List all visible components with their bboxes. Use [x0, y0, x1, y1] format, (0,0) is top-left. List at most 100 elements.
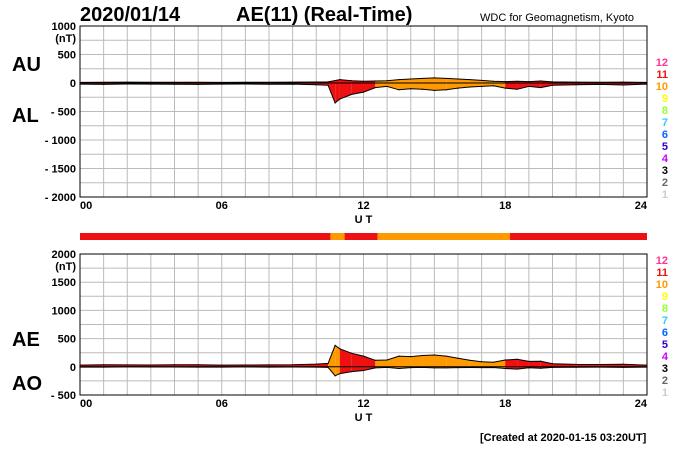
station-level-5: 5 [662, 339, 668, 351]
y-tick-label: 1000 [52, 305, 76, 317]
data-point [540, 360, 542, 362]
data-point [315, 84, 317, 86]
x-tick-label: 18 [499, 398, 511, 410]
data-point [374, 80, 376, 82]
x-tick-label: 00 [80, 200, 92, 212]
data-point [622, 81, 624, 83]
data-credit: WDC for Geomagnetism, Kyoto [480, 12, 635, 24]
series-ae-area [434, 354, 447, 367]
data-point [481, 367, 483, 369]
data-point [386, 80, 388, 82]
side-label-al: AL [12, 105, 39, 127]
station-level-9: 9 [662, 93, 668, 105]
side-label-ao: AO [12, 373, 42, 395]
data-point [540, 86, 542, 89]
data-point [445, 89, 447, 91]
y-tick-label: - 2000 [45, 192, 76, 204]
station-level-8: 8 [662, 105, 668, 117]
data-point [292, 83, 294, 85]
data-point [126, 83, 128, 85]
station-level-3: 3 [662, 363, 668, 375]
data-point [103, 83, 105, 86]
data-point [492, 361, 495, 363]
data-point [516, 358, 518, 360]
data-point [351, 352, 353, 354]
series-au-area [434, 77, 447, 83]
data-point [386, 85, 388, 88]
data-point [244, 364, 246, 366]
data-point [433, 367, 435, 369]
data-point [374, 359, 376, 361]
data-point [528, 80, 530, 83]
series-ae-area [446, 356, 458, 367]
series-au-area [339, 79, 352, 83]
data-point [244, 83, 246, 85]
series-ae-area [469, 360, 482, 367]
series-au-area [422, 77, 435, 83]
data-point [327, 362, 329, 365]
chart-date: 2020/01/14 [80, 4, 181, 26]
y-tick-label: 0 [70, 362, 76, 374]
series-au-area [458, 79, 470, 83]
data-point [334, 102, 336, 104]
data-point [351, 80, 353, 82]
data-point [362, 369, 365, 372]
station-level-1: 1 [662, 189, 668, 201]
data-point [410, 78, 412, 80]
data-point [398, 355, 400, 357]
data-point [622, 363, 624, 365]
data-point [315, 81, 317, 83]
station-level-12: 12 [656, 255, 668, 267]
data-point [457, 87, 459, 89]
series-al-area [339, 83, 352, 99]
data-point [575, 81, 577, 83]
station-level-2: 2 [662, 375, 668, 387]
station-level-8: 8 [662, 303, 668, 315]
series-ae-line [79, 344, 648, 366]
series-al-area [422, 83, 435, 91]
data-point [575, 363, 577, 366]
station-level-3: 3 [662, 165, 668, 177]
plot-frame [79, 25, 648, 198]
data-point [551, 81, 554, 83]
data-point [315, 363, 317, 365]
data-point [516, 368, 518, 370]
y-tick-label: 0 [70, 78, 76, 90]
data-point [551, 84, 554, 86]
data-point [599, 83, 601, 86]
series-al-line [79, 83, 648, 104]
data-point [516, 88, 518, 90]
data-point [421, 88, 424, 90]
series-ae-area [481, 361, 494, 367]
data-point [481, 79, 483, 82]
side-label-ae: AE [12, 329, 40, 351]
data-point [433, 354, 435, 356]
x-tick-label: 24 [635, 200, 648, 212]
data-point [103, 364, 105, 366]
data-point [433, 77, 435, 79]
x-tick-label: 06 [216, 398, 228, 410]
data-point [575, 84, 577, 86]
data-point [457, 367, 459, 369]
data-point [374, 367, 376, 369]
data-point [126, 364, 128, 366]
station-level-6: 6 [662, 327, 668, 339]
series-al-area [505, 83, 518, 90]
x-tick-label: 06 [216, 200, 228, 212]
data-point [173, 83, 176, 85]
station-level-10: 10 [656, 279, 668, 291]
data-point [339, 78, 341, 81]
y-tick-label: - 1500 [45, 164, 76, 176]
series-ae-area [576, 364, 600, 367]
series-al-area [493, 83, 506, 89]
data-point [445, 77, 447, 80]
data-point [504, 367, 506, 370]
data-point [221, 364, 223, 366]
data-point [504, 359, 506, 361]
data-point [351, 93, 353, 95]
x-axis-label: U T [355, 412, 373, 424]
x-axis-label: U T [355, 214, 373, 226]
y-tick-label: 500 [58, 334, 76, 346]
data-point [551, 363, 554, 365]
series-ae-area [540, 361, 553, 367]
